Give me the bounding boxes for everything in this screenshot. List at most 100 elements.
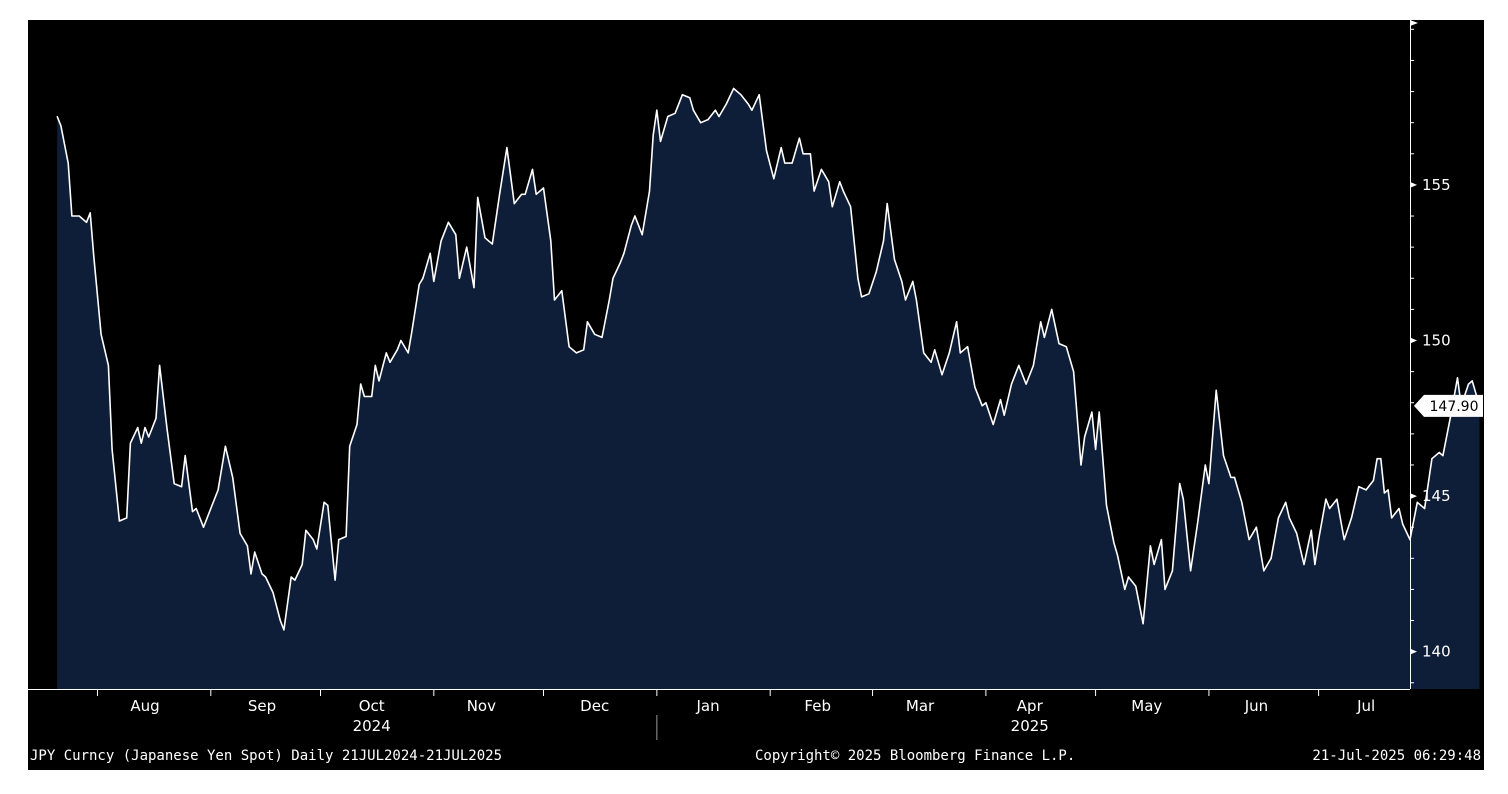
- data-point: [659, 140, 662, 142]
- data-point: [700, 122, 702, 124]
- data-point: [1051, 308, 1053, 310]
- footer-left: JPY Curncy (Japanese Yen Spot) Daily 21J…: [30, 748, 502, 764]
- data-point: [129, 442, 131, 444]
- y-tick-label: 140: [1422, 643, 1451, 661]
- data-point: [857, 277, 859, 279]
- data-point: [553, 299, 556, 301]
- data-point: [842, 190, 844, 192]
- data-point: [1303, 563, 1305, 566]
- data-point: [575, 352, 578, 354]
- data-point: [714, 109, 716, 111]
- data-point: [232, 476, 234, 478]
- footer-center: Copyright© 2025 Bloomberg Finance L.P.: [755, 748, 1075, 764]
- y-tick-marker: [1410, 337, 1417, 344]
- y-tick-label: 150: [1422, 331, 1451, 349]
- data-point: [652, 134, 654, 136]
- data-point: [1040, 321, 1042, 323]
- data-point: [140, 442, 142, 444]
- data-point: [60, 125, 62, 127]
- y-tick-label: 155: [1422, 176, 1451, 194]
- y-tick-label: 145: [1422, 487, 1451, 505]
- data-point: [861, 296, 863, 298]
- data-point: [630, 224, 632, 226]
- last-value-label: 147.90: [1430, 399, 1479, 415]
- data-point: [1113, 542, 1115, 544]
- data-point: [1442, 455, 1444, 457]
- data-point: [202, 526, 205, 528]
- data-point: [1325, 498, 1327, 500]
- axes: Aug Sep Oct Nov Dec Jan Feb Mar Apr May Jun Jul 2024…: [28, 20, 1451, 740]
- data-point: [137, 427, 139, 429]
- data-point: [1043, 336, 1045, 338]
- data-point: [612, 277, 614, 279]
- data-point: [89, 212, 91, 214]
- data-point: [619, 262, 621, 264]
- data-point: [195, 507, 197, 510]
- data-point: [93, 255, 95, 258]
- data-point: [641, 234, 643, 236]
- data-point: [1116, 554, 1119, 556]
- data-point: [1270, 557, 1272, 559]
- data-point: [294, 579, 296, 581]
- data-point: [1248, 539, 1250, 541]
- data-point: [305, 529, 307, 531]
- data-point: [1343, 539, 1345, 541]
- data-point: [1471, 380, 1473, 382]
- data-point: [513, 203, 515, 205]
- data-point: [283, 629, 285, 631]
- data-point: [886, 203, 888, 205]
- data-point: [568, 346, 570, 348]
- data-point: [780, 147, 782, 149]
- x-tick-label: Dec: [580, 697, 609, 715]
- data-point: [868, 293, 870, 295]
- data-point: [85, 221, 88, 223]
- data-point: [1398, 507, 1400, 510]
- data-point: [1179, 483, 1181, 485]
- data-point: [1124, 588, 1126, 591]
- x-tick-label: Feb: [804, 697, 831, 715]
- data-point: [773, 178, 775, 180]
- data-point: [974, 386, 976, 388]
- data-point: [1010, 383, 1013, 385]
- data-point: [674, 112, 676, 114]
- data-point: [1003, 414, 1005, 416]
- data-point: [1065, 346, 1067, 348]
- data-point: [173, 483, 175, 485]
- data-point: [809, 153, 812, 155]
- y-tick-marker: [1410, 648, 1417, 655]
- data-point: [148, 436, 150, 438]
- data-point: [1091, 411, 1093, 413]
- y-tick-marker: [1410, 181, 1417, 188]
- data-point: [765, 150, 768, 152]
- data-point: [290, 576, 292, 578]
- data-point: [466, 246, 468, 248]
- data-point: [1084, 436, 1086, 438]
- data-point: [506, 147, 508, 149]
- data-point: [166, 427, 168, 429]
- data-point: [1095, 448, 1097, 450]
- data-point: [1449, 417, 1451, 419]
- data-point: [1197, 520, 1199, 522]
- data-point: [1164, 588, 1166, 591]
- data-point: [111, 448, 113, 450]
- data-point: [1190, 570, 1192, 572]
- data-point: [338, 539, 340, 541]
- data-point: [144, 427, 146, 429]
- x-tick-label: Apr: [1017, 697, 1044, 715]
- data-point: [692, 109, 695, 111]
- data-point: [667, 115, 669, 118]
- data-point: [561, 290, 563, 292]
- data-point: [224, 445, 226, 447]
- data-point: [1467, 383, 1470, 385]
- data-point: [583, 349, 585, 351]
- data-point: [159, 364, 161, 366]
- data-point: [623, 252, 625, 254]
- footer: JPY Curncy (Japanese Yen Spot) Daily 21J…: [30, 748, 1481, 764]
- data-point: [272, 591, 274, 594]
- data-point: [473, 287, 475, 289]
- year-label: 2024: [353, 717, 391, 735]
- x-tick-label: Oct: [359, 697, 385, 715]
- data-point: [904, 299, 907, 301]
- data-point: [912, 280, 914, 282]
- data-point: [1424, 507, 1426, 510]
